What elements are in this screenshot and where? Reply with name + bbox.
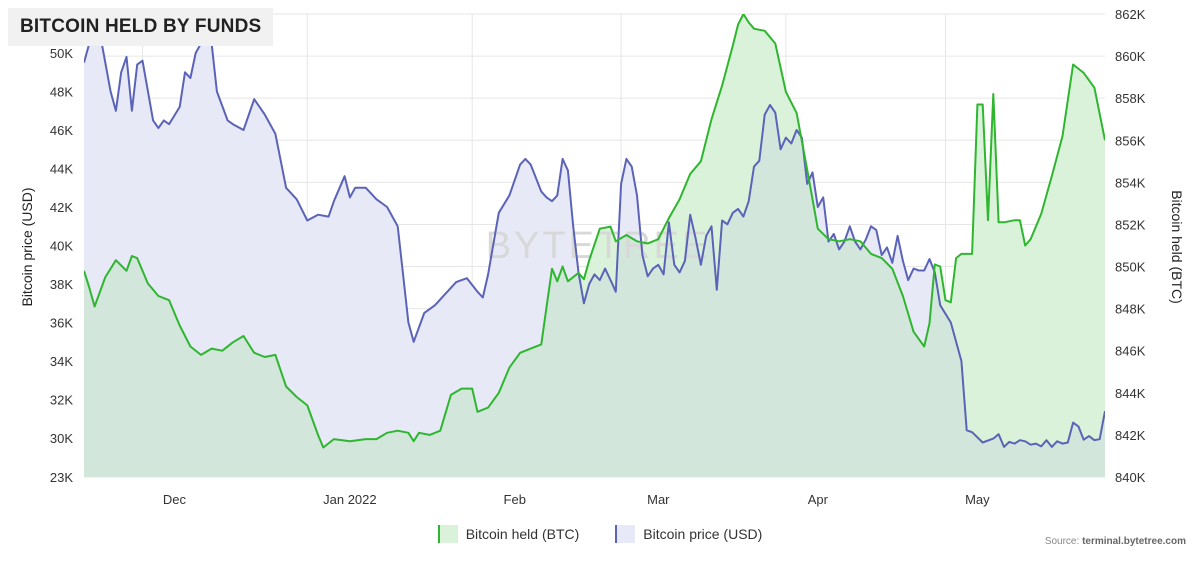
x-tick-label: Mar [647, 492, 670, 507]
y-right-tick-label: 840K [1115, 470, 1146, 485]
legend-label-price: Bitcoin price (USD) [643, 526, 763, 542]
x-tick-label: Dec [163, 492, 187, 507]
y-left-tick-label: 46K [50, 123, 73, 138]
y-left-tick-label: 30K [50, 431, 73, 446]
legend-item-held[interactable]: Bitcoin held (BTC) [437, 525, 580, 543]
y-left-tick-label: 44K [50, 162, 73, 177]
y-right-tick-label: 846K [1115, 344, 1146, 359]
y-left-tick-label: 32K [50, 393, 73, 408]
y-right-tick-label: 844K [1115, 386, 1146, 401]
y-right-tick-label: 860K [1115, 49, 1146, 64]
chart-title: BITCOIN HELD BY FUNDS [20, 16, 262, 37]
x-tick-label: Apr [808, 492, 829, 507]
source-note: Source: terminal.bytetree.com [1045, 536, 1186, 547]
chart-legend: Bitcoin held (BTC) Bitcoin price (USD) [0, 525, 1200, 543]
y-left-tick-label: 48K [50, 85, 73, 100]
source-site-link[interactable]: terminal.bytetree.com [1082, 536, 1186, 547]
x-tick-label: May [965, 492, 990, 507]
legend-item-price[interactable]: Bitcoin price (USD) [615, 525, 762, 543]
legend-swatch-price [615, 525, 636, 543]
x-tick-label: Jan 2022 [323, 492, 377, 507]
y-left-axis-title: Bitcoin price (USD) [19, 187, 35, 306]
plot-layer: BYTETREE [84, 14, 1105, 477]
legend-label-held: Bitcoin held (BTC) [465, 526, 580, 542]
y-right-tick-label: 852K [1115, 217, 1146, 232]
legend-swatch-held [437, 525, 458, 543]
y-right-tick-label: 842K [1115, 428, 1146, 443]
y-right-tick-label: 854K [1115, 175, 1146, 190]
y-left-tick-label: 34K [50, 354, 73, 369]
y-left-tick-label: 50K [50, 46, 73, 61]
y-left-tick-label: 40K [50, 239, 73, 254]
series-line-held [84, 14, 1105, 449]
series-line-price [84, 32, 1105, 448]
x-tick-label: Feb [504, 492, 526, 507]
chart-title-box: BITCOIN HELD BY FUNDS [8, 8, 274, 46]
y-left-tick-label: 38K [50, 277, 73, 292]
y-right-tick-label: 862K [1115, 7, 1146, 22]
source-label: Source: [1044, 536, 1080, 547]
y-left-tick-label: 23K [50, 470, 73, 485]
y-right-tick-label: 850K [1115, 260, 1146, 275]
y-right-tick-label: 858K [1115, 91, 1146, 106]
y-right-axis-title: Bitcoin held (BTC) [1169, 190, 1185, 304]
y-left-tick-label: 42K [50, 200, 73, 215]
y-right-tick-label: 856K [1115, 133, 1146, 148]
y-right-tick-label: 848K [1115, 302, 1146, 317]
y-left-tick-label: 36K [50, 316, 73, 331]
